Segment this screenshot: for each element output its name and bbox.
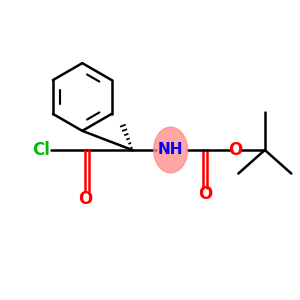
Ellipse shape [154, 127, 188, 173]
Text: O: O [78, 190, 92, 208]
Text: NH: NH [158, 142, 183, 158]
Text: O: O [228, 141, 242, 159]
Text: O: O [198, 185, 212, 203]
Text: Cl: Cl [32, 141, 50, 159]
